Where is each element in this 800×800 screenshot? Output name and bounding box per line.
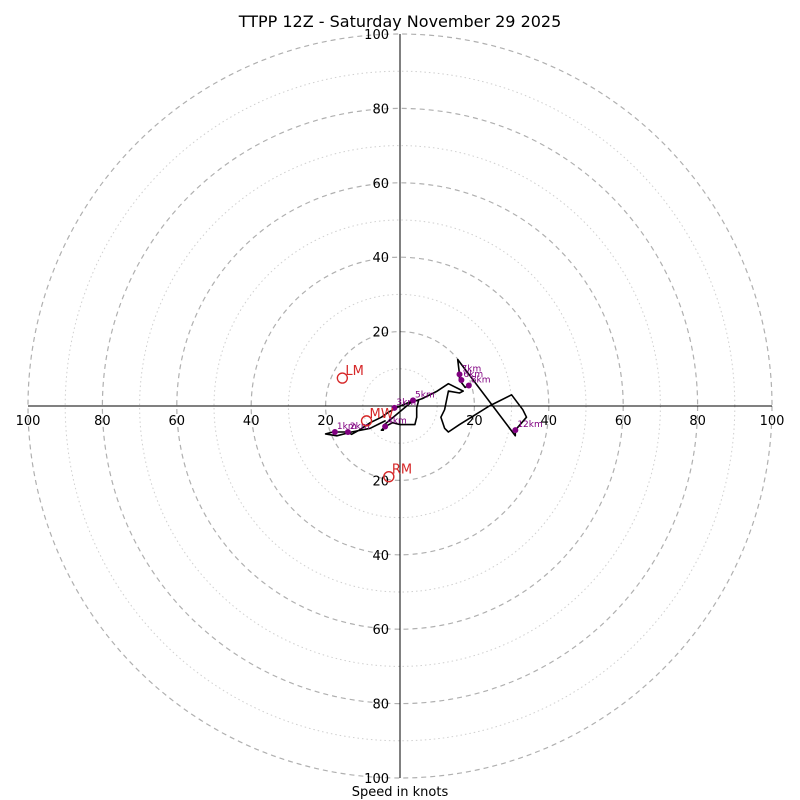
tick-label-right-60: 60: [615, 414, 632, 429]
tick-label-left-80: 80: [94, 414, 111, 429]
x-axis-label: Speed in knots: [352, 785, 449, 800]
storm-motion-rm-label: RM: [392, 463, 412, 478]
tick-label-right-40: 40: [541, 414, 558, 429]
height-label-4km: 4km: [387, 416, 407, 426]
tick-label-top-80: 80: [372, 102, 389, 117]
tick-label-right-80: 80: [689, 414, 706, 429]
storm-motion-markers: LM MW RM: [336, 364, 412, 483]
tick-label-left-40: 40: [243, 414, 260, 429]
height-marker-8km: [465, 382, 472, 389]
tick-label-left-20: 20: [317, 414, 334, 429]
height-marker-7km: [456, 371, 463, 378]
height-marker-6km: [458, 376, 465, 383]
tick-label-left-100: 100: [16, 414, 41, 429]
tick-label-left-60: 60: [169, 414, 186, 429]
height-marker-3km: [391, 404, 398, 411]
tick-label-bottom-100: 100: [364, 772, 389, 787]
tick-label-bottom-20: 20: [372, 474, 389, 489]
tick-label-top-40: 40: [372, 251, 389, 266]
height-marker-5km: [410, 397, 417, 404]
height-label-3km: 3km: [396, 398, 416, 408]
storm-motion-lm-marker: [336, 372, 349, 384]
height-marker-2km: [344, 429, 351, 436]
storm-motion-mw-marker: [360, 415, 373, 427]
storm-motion-rm-marker: [383, 470, 395, 483]
tick-label-top-100: 100: [364, 28, 389, 43]
tick-label-bottom-60: 60: [372, 623, 389, 638]
tick-label-top-60: 60: [372, 177, 389, 192]
height-marker-12km: [512, 427, 519, 434]
tick-label-bottom-80: 80: [372, 698, 389, 713]
height-label-5km: 5km: [415, 390, 435, 400]
storm-motion-lm-label: LM: [345, 364, 363, 379]
tick-label-right-20: 20: [466, 414, 483, 429]
height-label-2km: 2km: [350, 422, 370, 432]
storm-motion-mw-label: MW: [370, 407, 394, 422]
height-label-7km: 7km: [462, 364, 482, 374]
height-label-12km: 12km: [517, 420, 542, 430]
chart-title: TTPP 12Z - Saturday November 29 2025: [238, 12, 562, 31]
height-label-6km: 6km: [463, 370, 483, 380]
height-label-1km: 1km: [337, 422, 357, 432]
tick-label-top-20: 20: [372, 326, 389, 341]
height-marker-1km: [331, 429, 338, 436]
tick-label-right-100: 100: [760, 414, 785, 429]
height-marker-4km: [382, 423, 389, 430]
tick-label-bottom-40: 40: [372, 549, 389, 564]
height-label-8km: 8km: [471, 376, 491, 386]
